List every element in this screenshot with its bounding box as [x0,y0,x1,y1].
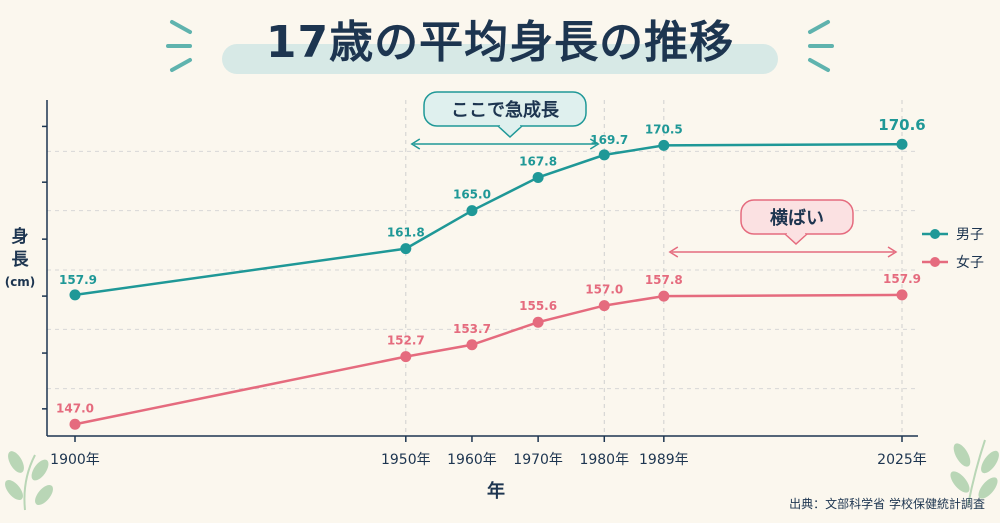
x-tick-label: 1900年 [50,452,100,468]
data-label-girls: 157.8 [645,273,683,287]
flat-bubble-tail [784,233,808,246]
data-label-boys: 161.8 [387,226,425,240]
x-tick-label: 2025年 [877,452,927,468]
data-point-boys [69,289,81,301]
x-tick-label: 1989年 [639,452,689,468]
legend-label-girls: 女子 [956,254,984,271]
legend-label-boys: 男子 [956,227,984,243]
grid-lines [47,100,918,436]
data-point-boys [532,171,544,183]
source-note: 出典：文部科学省 学校保健統計調査 [789,496,985,511]
data-label-boys: 167.8 [519,154,557,168]
data-point-girls [400,351,412,363]
data-label-girls: 152.7 [387,334,425,348]
data-point-boys [598,149,610,161]
data-point-boys [400,243,412,255]
chart-title: 17歳の平均身長の推移 [265,17,735,68]
arrow-head-right [887,246,898,258]
legend-marker-boys [930,229,940,239]
x-tick-label: 1960年 [447,452,497,468]
data-label-boys: 170.5 [645,122,683,136]
title-highlight [222,44,778,74]
data-label-girls: 153.7 [453,322,491,336]
arrow-head-right [589,138,600,150]
leaf-decoration-right [950,439,999,506]
x-tick-label: 1950年 [381,452,431,468]
axes: 1900年 1950年 1960年 1970年 1980年 1989年 2025年 [42,100,927,468]
series-layer: 157.9 161.8 165.0 167.8 169.7 170.5 170.6 147.0… [56,116,926,430]
legend-marker-girls [930,257,940,267]
data-label-boys: 170.6 [878,116,925,134]
rapid-growth-label: ここで急成長 [451,99,560,121]
data-point-girls [896,289,908,301]
data-point-girls [598,300,610,312]
sparkle-decoration [166,20,834,72]
data-point-boys [466,205,478,217]
data-point-girls [69,418,81,430]
arrow-head-left [410,138,421,150]
series-line-girls [74,293,903,426]
data-label-girls: 147.0 [56,401,94,415]
arrow-head-left [668,246,679,258]
y-axis-label: 身長(cm) [5,226,36,289]
data-point-girls [532,316,544,328]
rapid-growth-bubble-tail [497,125,523,139]
data-label-boys: 165.0 [453,188,491,202]
data-point-girls [658,290,670,302]
data-label-girls: 157.9 [883,272,921,286]
data-point-boys [896,138,908,150]
data-label-girls: 157.0 [585,283,623,297]
data-label-girls: 155.6 [519,299,557,313]
x-tick-label: 1980年 [579,452,629,468]
data-point-boys [658,139,670,151]
data-label-boys: 157.9 [59,273,97,287]
leaf-decoration-left [5,451,53,511]
data-point-girls [466,339,478,351]
data-label-boys: 169.7 [590,133,628,147]
x-tick-label: 1970年 [513,452,563,468]
flat-label: 横ばい [770,207,824,229]
x-axis-label: 年 [487,480,505,502]
